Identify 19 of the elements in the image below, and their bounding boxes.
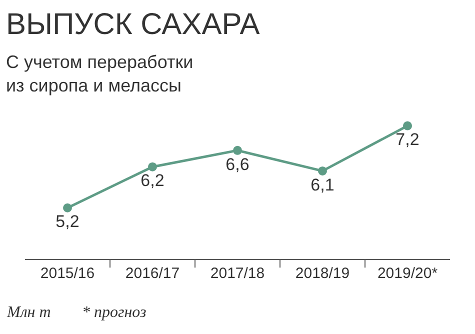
point [403, 121, 412, 130]
point [233, 146, 242, 155]
x-tick-label: 2016/17 [125, 265, 180, 282]
x-tick-label: 2015/16 [40, 265, 95, 282]
data-label: 6,2 [140, 171, 164, 190]
x-tick-label: 2017/18 [210, 265, 265, 282]
x-tick-label: 2019/20* [377, 265, 438, 282]
data-label: 5,2 [56, 212, 80, 232]
data-label: 6,6 [226, 154, 250, 174]
point [63, 203, 72, 212]
point [148, 162, 157, 172]
chart-subtitle: С учетом переработки из сиропа и мелассы [6, 52, 194, 96]
chart-title: ВЫПУСК САХАРА [6, 8, 260, 41]
data-label: 7,2 [396, 130, 420, 150]
data-label: 6,1 [310, 175, 334, 194]
point [318, 166, 327, 176]
x-tick-label: 2018/19 [295, 265, 350, 282]
text: * прогноз [82, 304, 146, 321]
text: Млн т [6, 304, 51, 321]
